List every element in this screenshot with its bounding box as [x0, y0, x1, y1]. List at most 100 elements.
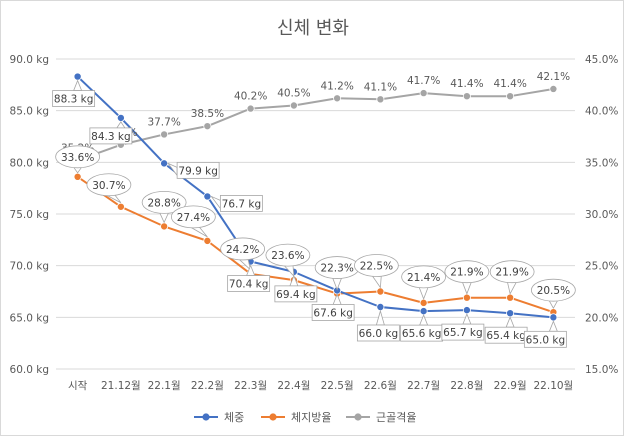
callout-box — [311, 304, 355, 321]
callout-bubble — [220, 237, 266, 261]
data-point — [203, 122, 212, 131]
legend-label: 체중 — [224, 411, 244, 424]
callout-tail — [419, 314, 429, 326]
callout-tail — [166, 162, 178, 177]
right-tick-label: 20.0% — [585, 312, 618, 324]
callout-bubble — [444, 260, 490, 284]
x-tick-label: 22.1월 — [148, 380, 181, 392]
callout-box — [176, 161, 220, 179]
legend-label: 체지방율 — [291, 411, 331, 424]
callout-bubble — [170, 205, 216, 229]
callout-bubble — [141, 190, 187, 214]
x-tick-label: 21.12월 — [101, 380, 141, 392]
data-point — [160, 159, 169, 168]
data-label: 22.5% — [360, 261, 393, 273]
series-line-3 — [77, 87, 554, 162]
callout-bubble — [489, 260, 535, 284]
callout-box — [52, 90, 96, 107]
data-point — [203, 192, 212, 201]
data-point — [462, 92, 471, 101]
left-tick-label: 75.0 kg — [10, 209, 49, 221]
data-label: 88.3 kg — [54, 94, 93, 106]
callout-tail — [116, 121, 126, 129]
data-point — [289, 101, 298, 110]
x-tick-label: 22.2월 — [191, 380, 224, 392]
data-label: 42.1% — [537, 71, 570, 83]
x-tick-label: 22.8월 — [450, 380, 483, 392]
data-point — [462, 293, 471, 302]
data-point — [376, 287, 385, 296]
left-y-axis: 60.0 kg 65.0 kg 70.0 kg 75.0 kg 80.0 kg 85.0 … — [10, 54, 49, 376]
data-label: 84.3 kg — [91, 131, 130, 143]
data-point — [419, 89, 428, 98]
data-label: 67.6 kg — [313, 307, 352, 319]
callout-bubble — [353, 254, 399, 277]
callout-tail — [375, 309, 385, 326]
x-tick-label: 시작 — [68, 380, 88, 392]
callout-tail — [505, 316, 515, 328]
data-point — [506, 92, 515, 101]
x-tick-label: 22.6월 — [364, 380, 397, 392]
data-label: 41.4% — [493, 78, 526, 90]
data-label: 76.7 kg — [222, 198, 261, 210]
data-point — [506, 293, 515, 302]
left-tick-label: 90.0 kg — [10, 54, 49, 66]
callout-bubble — [55, 145, 101, 169]
callout-box — [89, 127, 133, 145]
data-point — [73, 72, 82, 81]
data-label: 69.4 kg — [276, 289, 315, 301]
data-point — [419, 298, 428, 307]
data-point — [506, 309, 515, 318]
data-label: 23.6% — [271, 250, 304, 262]
data-label: 21.9% — [450, 267, 483, 279]
right-tick-label: 40.0% — [585, 106, 618, 118]
callout-tail — [210, 195, 221, 210]
data-point — [462, 306, 471, 315]
data-point — [549, 313, 558, 322]
data-label: 27.4% — [177, 212, 210, 224]
data-label: 65.4 kg — [486, 330, 525, 342]
left-tick-label: 85.0 kg — [10, 106, 49, 118]
data-point — [376, 302, 385, 311]
legend-marker — [202, 413, 210, 421]
data-label: 40.2% — [234, 91, 267, 103]
data-label: 41.7% — [407, 75, 440, 87]
data-label: 65.7 kg — [443, 327, 482, 339]
x-tick-label: 22.5월 — [321, 380, 354, 392]
data-label: 37.7% — [147, 116, 180, 128]
chart-title: 신체 변화 — [277, 18, 349, 39]
data-label: 65.6 kg — [402, 328, 441, 340]
legend-marker — [354, 413, 362, 421]
callout-tail — [73, 79, 83, 91]
x-axis: 시작 21.12월 22.1월 22.2월 22.3월 22.4월 22.5월 22.6월 22… — [68, 380, 573, 392]
callout-tail — [548, 320, 558, 332]
right-tick-label: 30.0% — [585, 209, 618, 221]
data-point — [549, 84, 558, 93]
x-tick-label: 22.10월 — [534, 380, 574, 392]
callout-box — [441, 323, 485, 341]
callout-bubble — [86, 173, 132, 197]
right-tick-label: 45.0% — [585, 54, 618, 66]
right-y-axis: 15.0% 20.0% 25.0% 30.0% 35.0% 40.0% 45.0% — [585, 54, 618, 376]
data-label: 41.1% — [364, 81, 397, 93]
callout-box — [219, 195, 263, 212]
data-label: 38.5% — [191, 108, 224, 120]
data-label: 28.8% — [147, 197, 180, 209]
data-label: 30.7% — [92, 180, 125, 192]
x-tick-label: 22.3월 — [234, 380, 267, 392]
data-point — [116, 202, 125, 211]
legend-marker — [269, 413, 277, 421]
data-point — [419, 307, 428, 316]
data-point — [73, 172, 82, 181]
legend-label: 근골격율 — [376, 411, 416, 424]
data-label: 41.4% — [450, 78, 483, 90]
callout-box — [274, 285, 318, 303]
data-label: 22.3% — [320, 263, 353, 275]
x-tick-label: 22.4월 — [277, 380, 310, 392]
data-label: 21.4% — [407, 272, 440, 284]
legend: 체중 체지방율 근골격율 — [194, 411, 416, 424]
right-tick-label: 25.0% — [585, 261, 618, 273]
series-line-1 — [76, 75, 554, 319]
